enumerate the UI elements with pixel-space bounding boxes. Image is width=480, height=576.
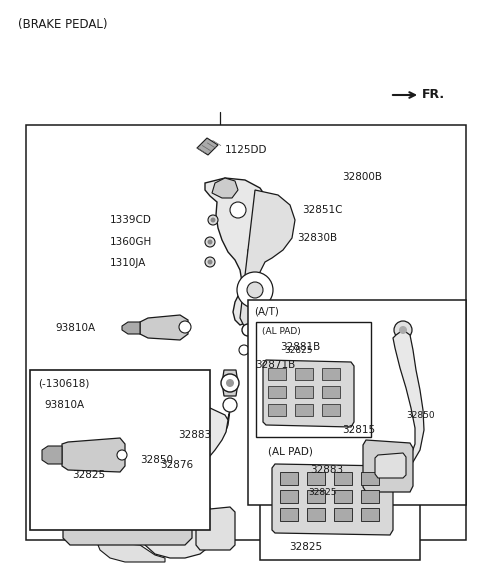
Text: 32825: 32825: [289, 542, 323, 552]
Text: 32825: 32825: [308, 488, 336, 497]
Text: 1360GH: 1360GH: [110, 237, 152, 247]
Polygon shape: [122, 322, 140, 334]
Bar: [280, 490, 298, 503]
Text: 1339CD: 1339CD: [110, 215, 152, 225]
Text: 32876: 32876: [160, 460, 193, 470]
Bar: [334, 490, 352, 503]
Bar: [260, 440, 420, 560]
Polygon shape: [196, 507, 235, 550]
Polygon shape: [152, 405, 228, 492]
Text: 32871B: 32871B: [255, 360, 295, 370]
Polygon shape: [140, 315, 188, 340]
Circle shape: [208, 215, 218, 225]
Bar: [322, 368, 340, 380]
Circle shape: [341, 356, 355, 370]
Bar: [30, 370, 210, 530]
Text: 32850: 32850: [406, 411, 434, 420]
Circle shape: [287, 444, 299, 456]
Polygon shape: [375, 453, 406, 478]
Circle shape: [237, 272, 273, 308]
Text: (A/T): (A/T): [254, 306, 279, 316]
Polygon shape: [363, 440, 413, 492]
Bar: [334, 472, 352, 485]
Text: FR.: FR.: [422, 88, 445, 101]
Text: 32830B: 32830B: [297, 233, 337, 243]
Bar: [295, 386, 313, 398]
Bar: [280, 508, 298, 521]
Text: 1310JA: 1310JA: [110, 258, 146, 268]
Circle shape: [221, 374, 239, 392]
Circle shape: [207, 260, 213, 264]
Circle shape: [179, 321, 191, 333]
Circle shape: [394, 321, 412, 339]
Polygon shape: [138, 488, 215, 558]
Bar: [256, 322, 371, 437]
Bar: [334, 508, 352, 521]
Circle shape: [247, 282, 263, 298]
Polygon shape: [63, 480, 192, 545]
Bar: [361, 472, 379, 485]
Bar: [268, 386, 286, 398]
Polygon shape: [205, 178, 270, 325]
Bar: [295, 368, 313, 380]
Bar: [26, 125, 466, 540]
Text: 32883: 32883: [178, 430, 211, 440]
Bar: [295, 404, 313, 416]
Text: 32851C: 32851C: [302, 205, 343, 215]
Text: 32881B: 32881B: [280, 342, 320, 352]
Text: 32850: 32850: [140, 455, 173, 465]
Polygon shape: [42, 446, 62, 464]
Polygon shape: [222, 370, 238, 396]
Polygon shape: [62, 438, 125, 472]
Polygon shape: [212, 178, 238, 198]
Text: (-130618): (-130618): [38, 378, 89, 388]
Text: 32825: 32825: [72, 470, 105, 480]
Polygon shape: [197, 138, 218, 155]
Bar: [280, 472, 298, 485]
Circle shape: [205, 257, 215, 267]
Circle shape: [207, 240, 213, 244]
Bar: [268, 404, 286, 416]
Text: 93810A: 93810A: [44, 400, 84, 410]
Text: 32883: 32883: [310, 465, 343, 475]
Bar: [307, 490, 325, 503]
Circle shape: [399, 326, 407, 334]
Circle shape: [223, 398, 237, 412]
Bar: [361, 490, 379, 503]
Polygon shape: [240, 190, 295, 330]
Text: 32800B: 32800B: [342, 172, 382, 182]
Circle shape: [242, 324, 254, 336]
Circle shape: [211, 218, 216, 222]
Circle shape: [230, 202, 246, 218]
Circle shape: [305, 365, 315, 375]
Text: 93810A: 93810A: [55, 323, 95, 333]
Bar: [268, 368, 286, 380]
Circle shape: [226, 379, 234, 387]
Text: (AL PAD): (AL PAD): [262, 327, 301, 336]
Polygon shape: [272, 464, 393, 535]
Circle shape: [205, 237, 215, 247]
Bar: [248, 300, 466, 505]
Bar: [307, 472, 325, 485]
Polygon shape: [373, 330, 424, 475]
Circle shape: [239, 345, 249, 355]
Bar: [361, 508, 379, 521]
Text: 1125DD: 1125DD: [225, 145, 267, 155]
Polygon shape: [98, 542, 165, 562]
Polygon shape: [158, 410, 230, 505]
Text: 32825: 32825: [284, 346, 312, 355]
Text: (BRAKE PEDAL): (BRAKE PEDAL): [18, 18, 108, 31]
Text: (AL PAD): (AL PAD): [268, 446, 313, 456]
Text: 32815: 32815: [342, 425, 375, 435]
Polygon shape: [263, 360, 354, 427]
Bar: [307, 508, 325, 521]
Bar: [322, 386, 340, 398]
Bar: [322, 404, 340, 416]
Circle shape: [117, 450, 127, 460]
Circle shape: [192, 441, 204, 453]
